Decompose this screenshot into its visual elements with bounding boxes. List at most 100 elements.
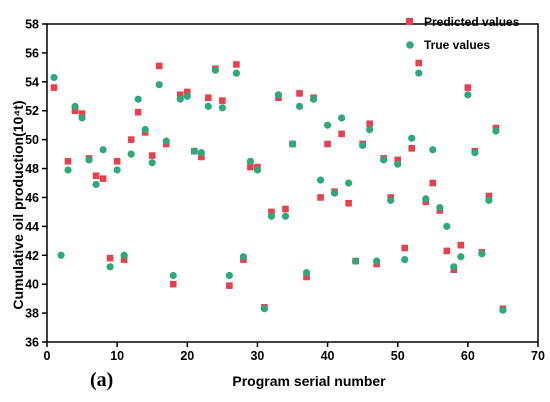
- true-value-point: [64, 166, 72, 174]
- predicted-value-point: [247, 163, 254, 171]
- predicted-value-point: [408, 145, 416, 152]
- true-value-point: [415, 69, 423, 77]
- predicted-value-point: [282, 205, 289, 213]
- true-value-point: [155, 81, 163, 89]
- true-value-point: [274, 91, 283, 99]
- true-value-point: [464, 91, 472, 99]
- true-value-point: [302, 269, 311, 277]
- y-tick-label: 44: [25, 220, 39, 234]
- true-value-point: [141, 125, 149, 134]
- true-value-point: [359, 141, 367, 150]
- x-tick-label: 20: [180, 349, 194, 363]
- x-tick-label: 50: [391, 349, 405, 363]
- true-value-point: [450, 263, 458, 271]
- x-tick-label: 0: [44, 349, 51, 363]
- true-value-point: [85, 156, 93, 164]
- y-tick-label: 36: [25, 336, 39, 350]
- y-tick-label: 48: [25, 162, 39, 176]
- true-value-point: [345, 179, 353, 187]
- true-value-point: [127, 150, 135, 158]
- predicted-value-point: [219, 97, 226, 104]
- predicted-value-point: [198, 153, 205, 161]
- predicted-value-point: [443, 247, 451, 255]
- true-value-point: [120, 251, 128, 259]
- true-value-point: [309, 95, 318, 103]
- y-tick-label: 46: [25, 191, 39, 205]
- true-value-point: [260, 305, 269, 313]
- true-value-point: [366, 125, 374, 134]
- y-tick-label: 54: [25, 75, 39, 89]
- predicted-value-point: [317, 194, 324, 201]
- predicted-value-point: [50, 84, 58, 91]
- true-value-point: [232, 69, 240, 77]
- true-value-point: [267, 212, 276, 220]
- predicted-value-point: [324, 140, 331, 148]
- true-value-point: [211, 66, 219, 74]
- predicted-value-point: [296, 90, 303, 97]
- true-value-point: [92, 180, 100, 189]
- true-value-point: [99, 146, 107, 154]
- true-value-point: [387, 196, 395, 204]
- true-value-point: [323, 121, 332, 129]
- predicted-value-point: [338, 130, 345, 138]
- x-axis-title: Program serial number: [232, 373, 386, 389]
- predicted-value-point: [233, 61, 240, 68]
- true-value-point: [316, 176, 325, 184]
- legend-label-true: True values: [424, 38, 490, 52]
- y-tick-label: 42: [25, 249, 39, 263]
- axis-ticks: 0 10 20 30 40 50 60 70 36 38 40 42 44 46 48 50 52 54 56 58: [25, 18, 545, 364]
- true-value-point: [401, 256, 409, 264]
- predicted-value-point: [485, 192, 493, 200]
- y-tick-label: 58: [25, 18, 39, 32]
- true-value-point: [162, 137, 170, 145]
- predicted-value-point: [394, 156, 402, 164]
- predicted-value-point: [127, 136, 135, 143]
- true-value-point: [394, 160, 402, 168]
- true-value-point: [457, 253, 465, 261]
- plot-marks: [50, 59, 507, 314]
- plot-frame: [46, 23, 539, 343]
- predicted-value-point: [99, 175, 107, 182]
- predicted-value-point: [457, 241, 465, 249]
- legend: Predicted values True values: [406, 15, 520, 52]
- true-value-point: [225, 271, 233, 280]
- predicted-value-point: [205, 94, 212, 102]
- predicted-value-point: [148, 152, 156, 159]
- legend-marker-predicted: [406, 18, 413, 25]
- true-value-point: [352, 257, 360, 265]
- true-value-point: [373, 257, 381, 265]
- true-value-point: [197, 149, 205, 157]
- true-value-point: [176, 95, 184, 103]
- true-value-point: [499, 306, 507, 314]
- true-value-point: [183, 92, 191, 100]
- true-value-point: [78, 114, 86, 122]
- true-value-point: [429, 146, 437, 154]
- true-value-point: [50, 73, 58, 82]
- true-value-point: [330, 189, 339, 197]
- true-value-point: [148, 159, 156, 167]
- predicted-value-point: [183, 88, 191, 96]
- y-axis-title: Cumulative oil production(10⁴t): [10, 100, 26, 309]
- predicted-value-point: [71, 107, 79, 115]
- y-tick-label: 52: [25, 104, 39, 118]
- y-tick-label: 56: [25, 46, 39, 60]
- true-value-point: [380, 156, 388, 164]
- predicted-value-point: [176, 91, 184, 99]
- predicted-value-point: [64, 158, 72, 165]
- true-value-point: [443, 222, 451, 230]
- x-tick-label: 70: [531, 349, 545, 363]
- true-value-point: [492, 127, 500, 135]
- true-value-point: [338, 114, 346, 122]
- true-value-point: [57, 251, 65, 259]
- true-value-point: [204, 102, 212, 110]
- true-value-point: [408, 134, 416, 142]
- predicted-value-point: [366, 120, 373, 128]
- x-tick-label: 60: [461, 349, 475, 363]
- predicted-value-point: [78, 110, 86, 117]
- true-value-point: [253, 166, 262, 174]
- true-value-point: [281, 212, 290, 220]
- predicted-value-point: [464, 84, 472, 91]
- legend-marker-true: [406, 41, 414, 49]
- predicted-value-point: [169, 280, 177, 288]
